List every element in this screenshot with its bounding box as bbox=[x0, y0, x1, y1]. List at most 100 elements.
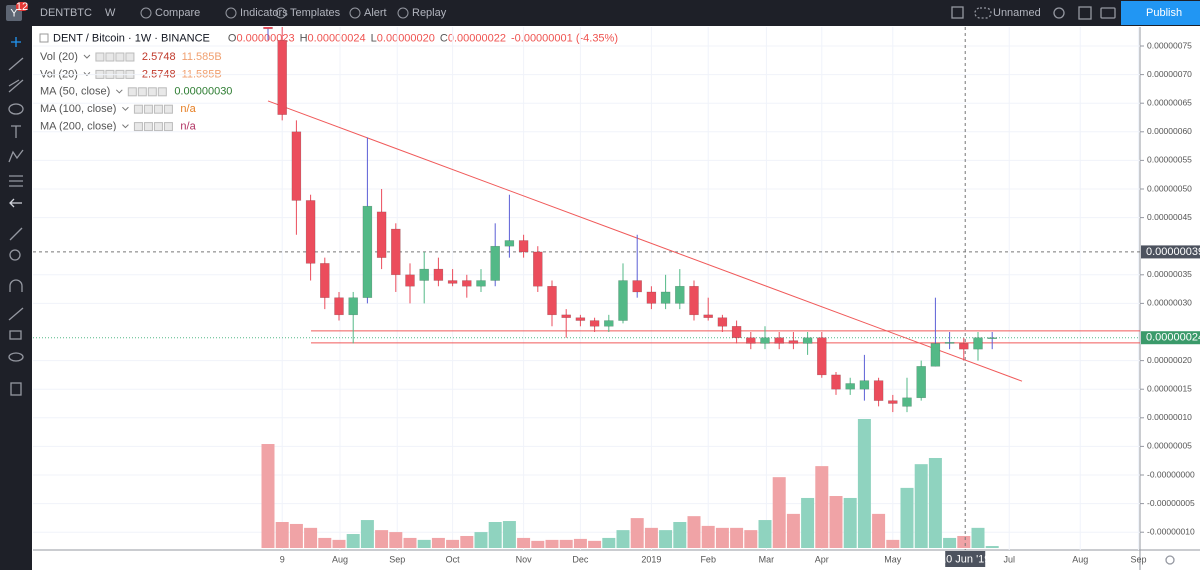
chart-settings-icon[interactable] bbox=[1165, 555, 1175, 565]
candle-body bbox=[831, 374, 841, 390]
volume-bar bbox=[559, 539, 573, 548]
magnet-tool[interactable] bbox=[9, 279, 23, 292]
collapse-icon[interactable] bbox=[39, 33, 49, 43]
indicator-button[interactable] bbox=[127, 87, 137, 97]
indicator-button[interactable] bbox=[143, 104, 153, 114]
ohlc-value: 0.00000020 bbox=[377, 32, 435, 44]
indicator-button[interactable] bbox=[125, 52, 135, 62]
indicator-button[interactable] bbox=[133, 104, 143, 114]
indicator-button[interactable] bbox=[163, 104, 173, 114]
zoom-tool[interactable] bbox=[9, 249, 21, 261]
toolbar-button[interactable]: Compare bbox=[155, 7, 200, 19]
candle-body bbox=[845, 383, 855, 390]
y-tick-label: 0.00000065 bbox=[1147, 97, 1192, 107]
indicator-value: 2.5748 bbox=[142, 51, 176, 63]
button-icon bbox=[397, 7, 409, 19]
candle-body bbox=[277, 40, 287, 115]
fullscreen-icon[interactable] bbox=[951, 6, 964, 19]
crosshair-tool[interactable] bbox=[11, 37, 21, 47]
y-tick-label: -0.00000010 bbox=[1147, 526, 1195, 536]
indicator-button[interactable] bbox=[153, 122, 163, 132]
indicator-menu[interactable] bbox=[122, 106, 129, 111]
measure-tool[interactable] bbox=[9, 227, 23, 241]
pattern-tool[interactable] bbox=[8, 149, 24, 163]
volume-bar bbox=[332, 539, 346, 548]
snapshot-icon[interactable] bbox=[1100, 7, 1116, 19]
toolbar-button[interactable]: Alert bbox=[364, 7, 387, 19]
candle-body bbox=[334, 297, 344, 316]
indicator-menu[interactable] bbox=[83, 72, 91, 77]
indicator-button[interactable] bbox=[115, 52, 125, 62]
candle-body bbox=[930, 343, 941, 367]
hide-tool[interactable] bbox=[8, 352, 24, 362]
volume-bar bbox=[616, 530, 630, 548]
button-icon bbox=[275, 7, 287, 19]
candle-body bbox=[447, 280, 458, 284]
indicator-button[interactable] bbox=[137, 87, 147, 97]
y-tick-label: 0.00000020 bbox=[1147, 355, 1192, 365]
y-tick-label: 0.00000010 bbox=[1147, 412, 1192, 422]
candle-body bbox=[405, 274, 415, 287]
indicator-name: MA (50, close) bbox=[40, 86, 110, 98]
prediction-tool[interactable] bbox=[9, 175, 23, 187]
y-tick-label: -0.00000005 bbox=[1147, 498, 1195, 508]
x-tick-label: Sep bbox=[389, 554, 405, 564]
indicator-button[interactable] bbox=[105, 52, 115, 62]
layout-icon[interactable] bbox=[1078, 6, 1092, 20]
text-tool[interactable] bbox=[11, 125, 21, 138]
volume-bar bbox=[843, 497, 857, 548]
volume-bar bbox=[687, 516, 701, 548]
volume-bar bbox=[289, 523, 303, 548]
x-tick-label: Apr bbox=[815, 554, 829, 564]
publish-button[interactable] bbox=[1121, 1, 1200, 25]
toolbar-button[interactable]: Replay bbox=[412, 7, 447, 19]
candle-body bbox=[717, 317, 728, 327]
settings-icon[interactable] bbox=[1053, 7, 1065, 19]
indicator-menu[interactable] bbox=[122, 124, 129, 129]
volume-bar bbox=[431, 537, 445, 548]
volume-bar bbox=[261, 444, 275, 548]
stay-drawing-tool[interactable] bbox=[8, 307, 24, 321]
toolbar-button[interactable]: Indicators bbox=[240, 7, 288, 19]
candle-body bbox=[462, 280, 472, 287]
interval[interactable]: W bbox=[105, 7, 116, 19]
volume-bar bbox=[829, 496, 843, 548]
candle-body bbox=[973, 337, 983, 350]
candle-body bbox=[561, 314, 571, 318]
indicator-name: MA (200, close) bbox=[40, 121, 116, 133]
volume-bar bbox=[531, 540, 545, 548]
lock-tool[interactable] bbox=[9, 330, 22, 340]
back-tool[interactable] bbox=[9, 198, 22, 208]
layout-name[interactable]: Unnamed bbox=[993, 7, 1041, 19]
candle-body bbox=[490, 245, 500, 281]
indicator-value: n/a bbox=[180, 103, 196, 115]
shape-tool[interactable] bbox=[8, 103, 24, 115]
indicator-button[interactable] bbox=[153, 104, 163, 114]
x-tick-label: 2019 bbox=[641, 554, 661, 564]
y-tick-label: 0.00000015 bbox=[1147, 383, 1192, 393]
indicator-button[interactable] bbox=[163, 122, 173, 132]
ohlc-key: C bbox=[440, 32, 448, 44]
indicator-menu[interactable] bbox=[115, 89, 123, 94]
x-tick-label: Aug bbox=[332, 554, 348, 564]
fib-tool[interactable] bbox=[8, 79, 24, 93]
trash-tool[interactable] bbox=[10, 382, 22, 396]
indicator-value: n/a bbox=[180, 121, 196, 133]
volume-bar bbox=[304, 527, 318, 548]
indicator-name: Vol (20) bbox=[40, 51, 78, 63]
indicator-button[interactable] bbox=[133, 122, 143, 132]
symbol[interactable]: DENTBTC bbox=[40, 7, 92, 19]
indicator-button[interactable] bbox=[143, 122, 153, 132]
crosshair-time-label: 10 Jun '19 bbox=[940, 553, 990, 565]
y-tick-label: 0.00000045 bbox=[1147, 212, 1192, 222]
y-tick-label: 0.00000070 bbox=[1147, 69, 1192, 79]
indicator-menu[interactable] bbox=[83, 54, 91, 59]
chart-pane bbox=[33, 27, 1200, 570]
toolbar-button[interactable]: Templates bbox=[290, 7, 341, 19]
indicator-button[interactable] bbox=[95, 52, 105, 62]
indicator-name: MA (100, close) bbox=[40, 103, 116, 115]
x-tick-label: May bbox=[884, 554, 902, 564]
indicator-button[interactable] bbox=[147, 87, 157, 97]
indicator-button[interactable] bbox=[157, 87, 167, 97]
line-tool[interactable] bbox=[8, 57, 24, 71]
